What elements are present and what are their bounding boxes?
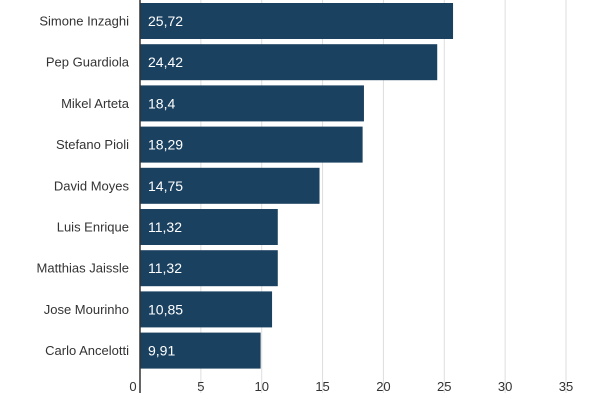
value-label: 10,85 <box>148 301 183 317</box>
bar <box>140 250 278 287</box>
bar <box>140 291 273 328</box>
value-label: 11,32 <box>148 260 182 276</box>
bar <box>140 44 438 81</box>
category-label: David Moyes <box>54 178 130 193</box>
x-tick-label: 0 <box>129 379 136 394</box>
value-label: 25,72 <box>148 13 183 29</box>
bars <box>140 3 454 369</box>
bar <box>140 3 454 39</box>
value-label: 14,75 <box>148 178 183 194</box>
category-label: Luis Enrique <box>57 220 129 235</box>
bar <box>140 85 364 122</box>
bar <box>140 167 320 204</box>
value-label: 18,29 <box>148 137 183 153</box>
category-label: Jose Mourinho <box>44 302 129 317</box>
x-tick-label: 5 <box>197 379 204 394</box>
category-label: Simone Inzaghi <box>39 14 129 29</box>
category-labels: Simone Inzaghi Pep Guardiola Mikel Arteta S… <box>37 14 130 359</box>
x-tick-label: 35 <box>559 379 573 394</box>
value-label: 9,91 <box>148 343 175 359</box>
bar <box>140 209 278 245</box>
category-label: Pep Guardiola <box>46 55 130 70</box>
category-label: Mikel Arteta <box>61 96 130 111</box>
bar <box>140 332 261 369</box>
category-label: Carlo Ancelotti <box>45 343 129 358</box>
x-axis-tick-labels: 0 5 10 15 20 25 30 35 <box>129 379 573 394</box>
x-tick-label: 10 <box>254 379 268 394</box>
category-label: Stefano Pioli <box>56 137 129 152</box>
x-tick-label: 25 <box>437 379 451 394</box>
x-tick-label: 20 <box>376 379 390 394</box>
value-labels: 25,72 24,42 18,4 18,29 14,75 11,32 11,32 10,85 9… <box>148 13 183 359</box>
x-tick-label: 30 <box>498 379 512 394</box>
value-label: 24,42 <box>148 54 183 70</box>
value-label: 18,4 <box>148 95 175 111</box>
x-tick-label: 15 <box>315 379 329 394</box>
bar <box>140 126 363 163</box>
category-label: Matthias Jaissle <box>37 261 129 276</box>
value-label: 11,32 <box>148 219 182 235</box>
